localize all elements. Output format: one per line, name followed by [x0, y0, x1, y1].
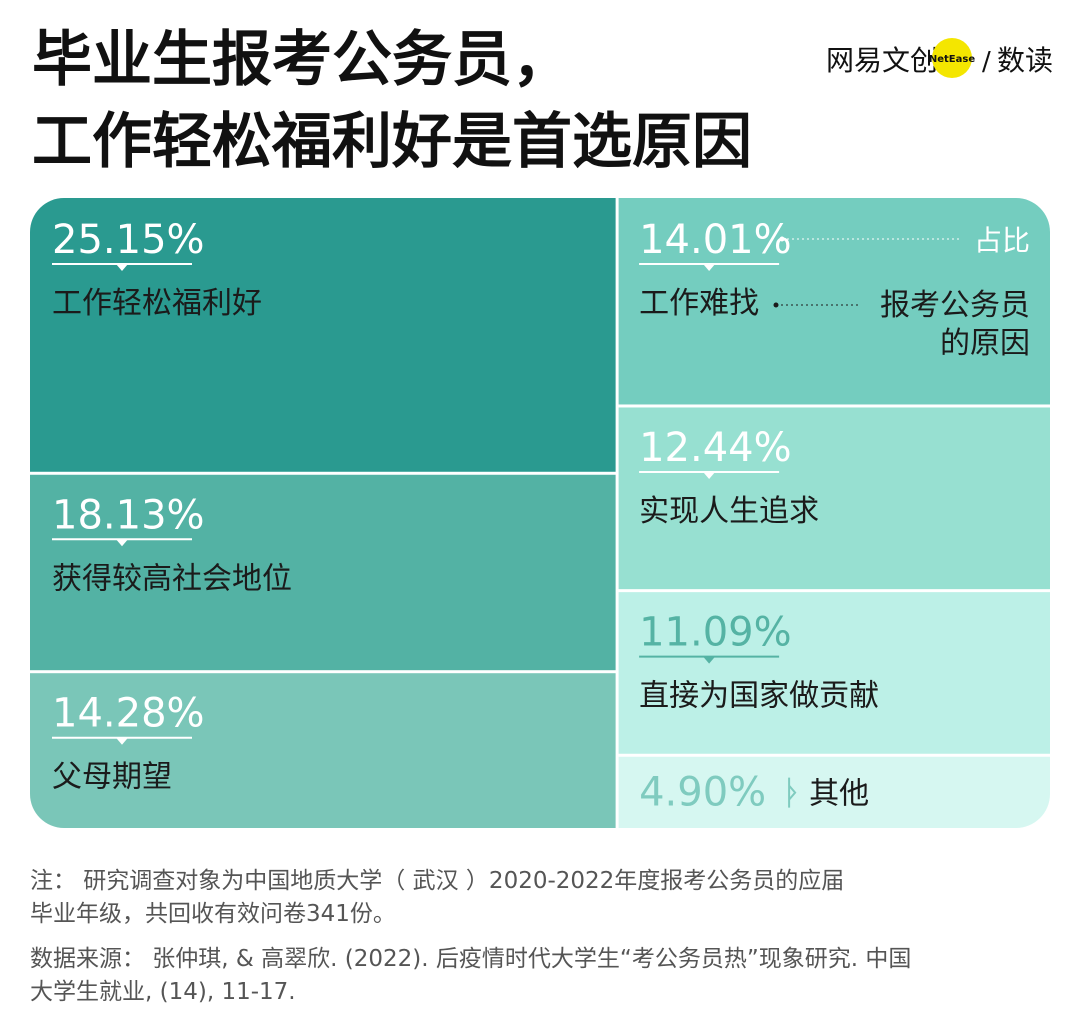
- category-label: 工作轻松福利好: [52, 286, 262, 321]
- label-pointer: [116, 539, 128, 547]
- category-label: 获得较高社会地位: [52, 561, 292, 596]
- value-label: 18.13%: [52, 492, 205, 538]
- tile: [30, 474, 616, 671]
- tile: [618, 756, 1050, 828]
- category-label: 工作难找: [639, 286, 759, 321]
- value-label: 12.44%: [639, 425, 792, 471]
- brand-badge-bg: [932, 38, 972, 78]
- legend-dot: [779, 236, 785, 242]
- brand-name: 网易文创: [826, 44, 938, 77]
- tile: [618, 592, 1050, 754]
- value-label: 4.90%: [639, 770, 766, 816]
- value-label: 25.15%: [52, 217, 205, 263]
- source: 数据来源： 张仲琪, & 高翠欣. (2022). 后疫情时代大学生“考公务员热…: [30, 946, 911, 972]
- source: 大学生就业, (14), 11-17.: [30, 979, 296, 1005]
- label-pointer: [703, 656, 716, 664]
- value-label: 11.09%: [639, 610, 792, 656]
- note: 注： 研究调查对象为中国地质大学（ 武汉 ）2020-2022年度报考公务员的应…: [30, 868, 844, 894]
- value-label: 14.28%: [52, 691, 205, 737]
- tile: [30, 673, 616, 828]
- tile: [618, 407, 1050, 590]
- chart-title: 工作轻松福利好是首选原因: [32, 107, 752, 177]
- category-label: 直接为国家做贡献: [639, 679, 879, 714]
- brand-separator: /: [982, 47, 991, 77]
- brand-column: 数读: [997, 44, 1053, 77]
- category-label: 父母期望: [52, 760, 172, 795]
- label-arrow: [788, 777, 797, 808]
- category-label: 其他: [809, 777, 869, 812]
- label-pointer: [703, 264, 716, 271]
- legend-category: 报考公务员: [880, 288, 1030, 323]
- note: 毕业年级，共回收有效问卷341份。: [30, 901, 396, 927]
- value-label: 14.01%: [639, 217, 792, 263]
- legend-value: 占比: [974, 224, 1030, 257]
- legend-category: 的原因: [940, 326, 1030, 361]
- legend-dot: [773, 302, 779, 308]
- chart-title: 毕业生报考公务员，: [32, 25, 572, 95]
- category-label: 实现人生追求: [639, 494, 819, 529]
- tile: [30, 198, 616, 472]
- treemap: [30, 198, 1050, 828]
- tile: [618, 198, 1050, 405]
- label-pointer: [703, 471, 716, 479]
- label-pointer: [116, 264, 128, 271]
- brand-badge: NetEase: [929, 54, 975, 65]
- label-pointer: [116, 737, 128, 745]
